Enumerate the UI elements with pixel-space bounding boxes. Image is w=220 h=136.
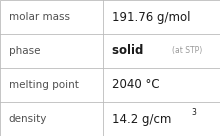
Text: (at STP): (at STP) xyxy=(172,47,202,55)
Text: 3: 3 xyxy=(191,108,196,117)
Text: density: density xyxy=(9,114,47,124)
Text: phase: phase xyxy=(9,46,40,56)
Text: 14.2 g/cm: 14.2 g/cm xyxy=(112,112,172,126)
Text: melting point: melting point xyxy=(9,80,79,90)
Text: solid: solid xyxy=(112,44,152,58)
Text: 191.76 g/mol: 191.76 g/mol xyxy=(112,10,191,24)
Text: molar mass: molar mass xyxy=(9,12,70,22)
Text: 2040 °C: 2040 °C xyxy=(112,78,160,92)
